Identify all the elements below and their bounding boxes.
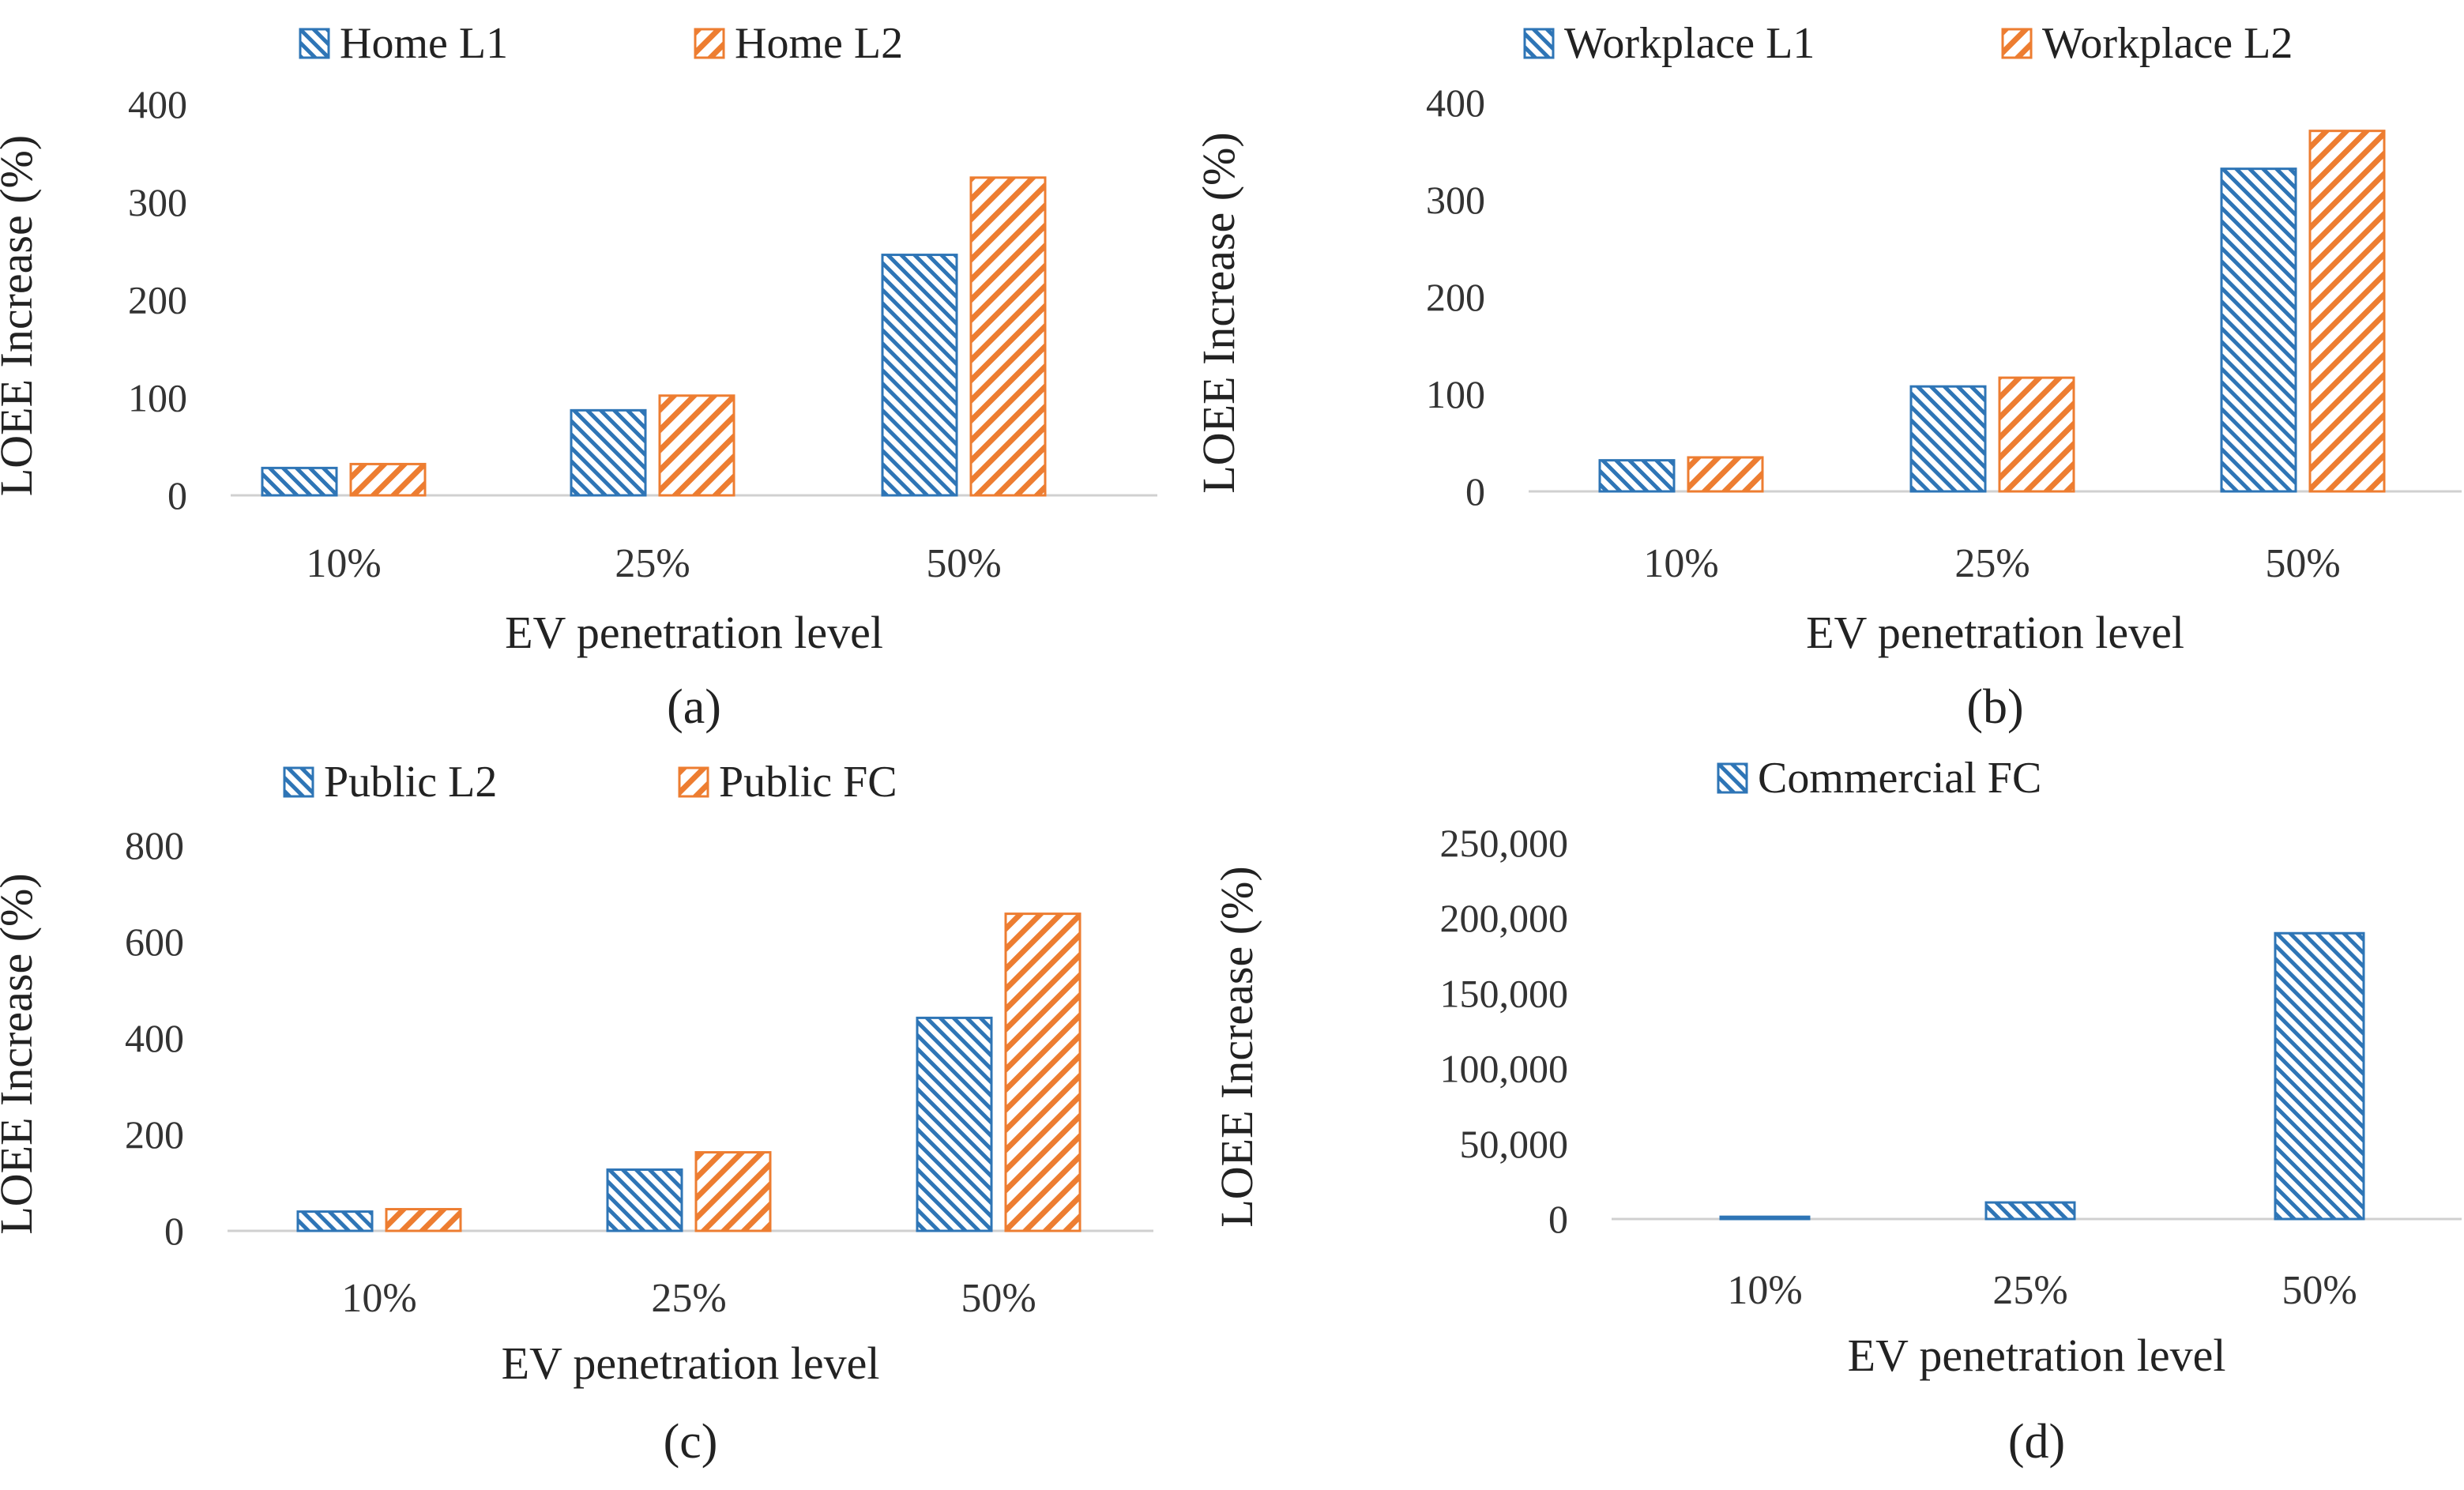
panel-b-legend-label: Workplace L2 xyxy=(2042,19,2293,68)
panel-b-x-axis-title: EV penetration level xyxy=(1806,607,2184,658)
panel-b-legend-swatch xyxy=(1523,28,1555,59)
panel-b-bar xyxy=(1687,456,1764,493)
panel-b-legend-swatch xyxy=(2001,28,2033,59)
panel-c-bar xyxy=(916,1016,993,1232)
panel-a-x-tick-label: 10% xyxy=(306,541,381,586)
panel-a-bar xyxy=(969,176,1047,497)
panel-c-y-tick-label: 400 xyxy=(125,1016,184,1060)
panel-d-x-tick-label: 50% xyxy=(2282,1268,2357,1313)
panel-d-x-tick-label: 10% xyxy=(1727,1268,1802,1313)
panel-c-bar xyxy=(694,1151,772,1232)
panel-a-legend-label: Home L2 xyxy=(735,19,903,68)
panel-a-y-tick-label: 0 xyxy=(167,473,187,517)
panel-c-x-tick-label: 50% xyxy=(961,1276,1036,1321)
panel-d-x-axis-title: EV penetration level xyxy=(1848,1330,2226,1381)
panel-b-y-axis-title: LOEE Increase (%) xyxy=(1193,132,1244,493)
panel-d-y-tick-label: 150,000 xyxy=(1440,971,1569,1015)
panel-c-legend-swatch xyxy=(283,766,314,798)
panel-d-bar xyxy=(2274,931,2365,1221)
panel-b-y-tick-label: 0 xyxy=(1465,469,1485,514)
panel-c-x-tick-label: 10% xyxy=(341,1276,416,1321)
panel-c-y-axis-title: LOEE Increase (%) xyxy=(0,873,42,1234)
panel-a-bar xyxy=(881,254,958,497)
panel-a-y-tick-label: 100 xyxy=(128,375,187,420)
panel-c-y-tick-label: 200 xyxy=(125,1112,184,1157)
panel-b-x-tick-label: 50% xyxy=(2265,541,2340,586)
panel-a-y-tick-label: 400 xyxy=(128,82,187,126)
panel-b-bar xyxy=(2308,130,2386,493)
panel-a-y-tick-label: 300 xyxy=(128,180,187,224)
panel-b-legend-label: Workplace L1 xyxy=(1564,19,1815,68)
panel-d-bar xyxy=(1984,1201,2076,1221)
panel-a-y-axis-title: LOEE Increase (%) xyxy=(0,135,42,496)
panel-d-legend-swatch xyxy=(1717,762,1748,794)
panel-a-x-tick-label: 50% xyxy=(926,541,1001,586)
panel-c-y-tick-label: 0 xyxy=(164,1209,184,1253)
panel-d-y-axis-title: LOEE Increase (%) xyxy=(1211,866,1262,1227)
panel-b-label: (b) xyxy=(1966,680,2023,734)
panel-a-bar xyxy=(349,462,427,497)
panel-d-bar xyxy=(1719,1215,1811,1221)
panel-c-label: (c) xyxy=(664,1415,718,1469)
panel-d-y-tick-label: 200,000 xyxy=(1440,896,1569,940)
panel-b-x-tick-label: 10% xyxy=(1643,541,1718,586)
panel-a-bar xyxy=(261,466,338,497)
panel-a-x-tick-label: 25% xyxy=(615,541,690,586)
panel-c-bar xyxy=(1004,912,1082,1232)
panel-a-x-axis-title: EV penetration level xyxy=(505,607,883,658)
panel-a-legend-swatch xyxy=(694,28,725,59)
panel-a-legend-label: Home L1 xyxy=(340,19,508,68)
panel-b-y-tick-label: 200 xyxy=(1426,275,1485,319)
panel-a-label: (a) xyxy=(667,680,721,734)
panel-a-y-tick-label: 200 xyxy=(128,278,187,322)
panel-b-bar xyxy=(1598,459,1676,493)
panel-d-legend-label: Commercial FC xyxy=(1758,754,2041,803)
panel-c-bar xyxy=(606,1168,683,1232)
panel-b-bar xyxy=(2220,167,2297,493)
panel-c-legend-label: Public L2 xyxy=(324,758,497,807)
panel-b-x-tick-label: 25% xyxy=(1954,541,2030,586)
panel-b-bar xyxy=(1998,376,2075,493)
panel-d-label: (d) xyxy=(2008,1415,2065,1469)
panel-b-bar xyxy=(1909,385,1987,493)
panel-d-x-tick-label: 25% xyxy=(1992,1268,2067,1313)
panel-b-y-tick-label: 100 xyxy=(1426,372,1485,416)
panel-b-y-tick-label: 300 xyxy=(1426,178,1485,222)
panel-d-y-tick-label: 250,000 xyxy=(1440,821,1569,865)
panel-a-bar xyxy=(658,394,735,497)
panel-c-x-axis-title: EV penetration level xyxy=(502,1338,880,1389)
panel-d-y-tick-label: 50,000 xyxy=(1460,1122,1569,1166)
panel-c-y-tick-label: 600 xyxy=(125,920,184,964)
panel-d-y-tick-label: 0 xyxy=(1548,1197,1568,1241)
panel-c-bar xyxy=(385,1208,462,1232)
panel-a-bar xyxy=(570,408,647,497)
panel-c-bar xyxy=(296,1210,374,1232)
panel-a-legend-swatch xyxy=(299,28,330,59)
panel-c-legend-swatch xyxy=(678,766,709,798)
panel-c-legend-label: Public FC xyxy=(719,758,897,807)
panel-c-y-tick-label: 800 xyxy=(125,823,184,867)
panel-d-y-tick-label: 100,000 xyxy=(1440,1047,1569,1091)
panel-c-x-tick-label: 25% xyxy=(651,1276,726,1321)
panel-b-y-tick-label: 400 xyxy=(1426,81,1485,125)
